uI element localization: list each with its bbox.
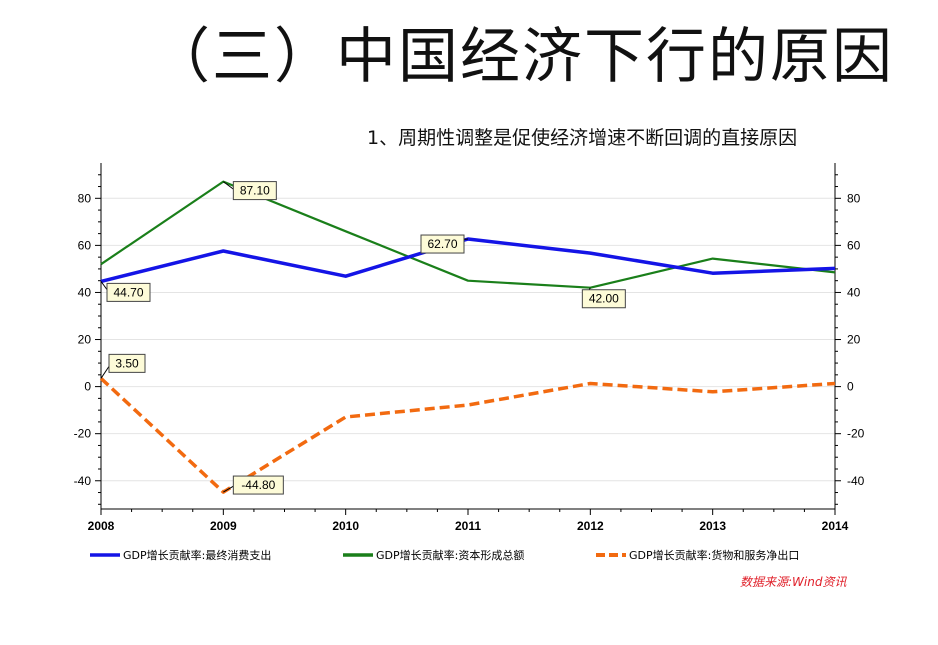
data-label: -44.80 [241, 478, 275, 492]
data-label-box [420, 234, 465, 254]
y-tick-label-right: 20 [847, 333, 861, 347]
axes: -40 -40 -20 -20 0 0 20 20 40 40 60 60 80 80 2008 2009 20… [74, 163, 865, 533]
data-label: 62.70 [427, 237, 457, 251]
data-label-box [108, 353, 146, 373]
data-label: 87.10 [240, 184, 270, 198]
y-tick-label-right: -20 [847, 427, 865, 441]
series-lines [99, 180, 836, 494]
x-tick-label: 2010 [332, 519, 359, 533]
legend-label-0: GDP增长贡献率:最终消费支出 [123, 548, 271, 562]
legend-label-2: GDP增长贡献率:货物和服务净出口 [629, 548, 799, 562]
y-tick-label-right: -40 [847, 474, 865, 488]
y-tick-label-left: 20 [78, 333, 92, 347]
y-tick-label-left: 0 [84, 380, 91, 394]
series-line-1 [100, 180, 836, 289]
y-tick-label-right: 0 [847, 380, 854, 394]
y-tick-label-left: 80 [78, 191, 92, 205]
data-label: 42.00 [589, 292, 619, 306]
x-tick-label: 2013 [699, 519, 726, 533]
data-label-box [232, 475, 284, 495]
data-label: 3.50 [115, 356, 139, 370]
y-tick-label-right: 60 [847, 238, 861, 252]
y-tick-label-right: 80 [847, 191, 861, 205]
series-line-0 [100, 237, 836, 284]
y-tick-label-left: 40 [78, 285, 92, 299]
data-label-box [581, 289, 626, 309]
gridlines [101, 197, 835, 482]
x-tick-label: 2008 [88, 519, 115, 533]
x-tick-label: 2009 [210, 519, 237, 533]
source-note: 数据来源:Wind资讯 [740, 575, 847, 589]
data-label-box [232, 181, 277, 201]
data-label-box [106, 282, 151, 302]
x-tick-label: 2012 [577, 519, 604, 533]
y-tick-label-left: -20 [74, 427, 92, 441]
slide-subtitle: 1、周期性调整是促使经济增速不断回调的直接原因 [367, 127, 798, 149]
y-tick-label-left: -40 [74, 474, 92, 488]
series-line-2 [99, 377, 836, 494]
x-tick-label: 2011 [455, 519, 481, 533]
legend-label-1: GDP增长贡献率:资本形成总额 [376, 548, 524, 562]
y-tick-label-right: 40 [847, 285, 861, 299]
slide-title: （三）中国经济下行的原因 [150, 22, 894, 92]
data-labels: 44.70 87.10 62.70 42.00 3.50 -44.80 [100, 181, 626, 495]
x-tick-label: 2014 [822, 519, 849, 533]
data-label: 44.70 [113, 285, 143, 299]
y-tick-label-left: 60 [78, 238, 92, 252]
legend: GDP增长贡献率:最终消费支出 GDP增长贡献率:资本形成总额 GDP增长贡献率:货… [90, 548, 799, 562]
